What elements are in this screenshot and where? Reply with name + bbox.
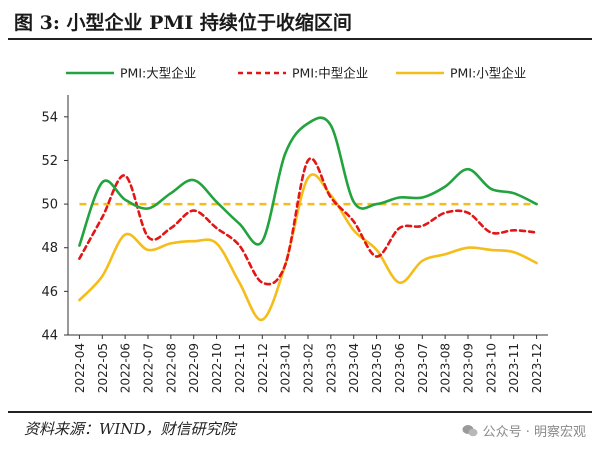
bottom-divider <box>8 411 592 413</box>
series-small-enterprise-legend-label: PMI:小型企业 <box>450 66 526 81</box>
x-tick-label: 2022-12 <box>256 343 270 393</box>
x-tick-label: 2022-05 <box>96 343 110 393</box>
x-tick-label: 2023-05 <box>370 343 384 393</box>
source-note: 资料来源：WIND，财信研究院 <box>24 420 236 438</box>
y-tick-label: 52 <box>41 154 58 169</box>
y-tick-label: 44 <box>41 329 58 344</box>
x-tick-label: 2023-06 <box>393 343 407 393</box>
series-large-enterprise-line <box>78 116 538 247</box>
y-tick-label: 54 <box>41 110 58 125</box>
x-tick-label: 2022-08 <box>164 343 178 393</box>
watermark: 公众号 · 明察宏观 <box>462 421 586 440</box>
x-tick-label: 2023-12 <box>530 343 544 393</box>
x-tick-label: 2022-11 <box>233 343 247 393</box>
wechat-icon <box>462 425 478 437</box>
x-tick-label: 2022-04 <box>73 343 87 393</box>
x-tick-label: 2023-09 <box>462 343 476 393</box>
figure-title: 图 3: 小型企业 PMI 持续位于收缩区间 <box>14 12 352 34</box>
x-tick-label: 2023-01 <box>279 343 293 393</box>
x-tick-label: 2023-10 <box>484 343 498 393</box>
series-lines <box>78 116 538 322</box>
x-tick-label: 2023-03 <box>324 343 338 393</box>
axes: 44 46 48 50 52 54 2022-04 2022-05 2022-06 2022-07… <box>41 95 548 393</box>
series-medium-enterprise-line <box>78 157 538 286</box>
x-tick-label: 2022-09 <box>187 343 201 393</box>
x-tick-label: 2023-11 <box>507 343 521 393</box>
x-tick-label: 2023-04 <box>347 343 361 393</box>
y-tick-label: 50 <box>41 198 58 213</box>
x-tick-label: 2022-06 <box>119 343 133 393</box>
series-large-enterprise-legend-label: PMI:大型企业 <box>120 66 196 81</box>
x-tick-label: 2023-07 <box>416 343 430 393</box>
x-tick-label: 2023-02 <box>302 343 316 393</box>
title-divider <box>8 38 592 40</box>
watermark-text: 公众号 · 明察宏观 <box>482 425 586 440</box>
y-tick-label: 46 <box>41 285 58 300</box>
pmi-line-chart: 44 46 48 50 52 54 2022-04 2022-05 2022-06 2022-07… <box>41 66 548 393</box>
series-small-enterprise-line <box>78 173 538 322</box>
x-tick-label: 2023-08 <box>439 343 453 393</box>
series-medium-enterprise-legend-label: PMI:中型企业 <box>292 66 368 81</box>
x-tick-label: 2022-10 <box>210 343 224 393</box>
y-tick-label: 48 <box>41 241 58 256</box>
legend: PMI:大型企业 PMI:中型企业 PMI:小型企业 <box>66 66 526 81</box>
x-tick-label: 2022-07 <box>142 343 156 393</box>
